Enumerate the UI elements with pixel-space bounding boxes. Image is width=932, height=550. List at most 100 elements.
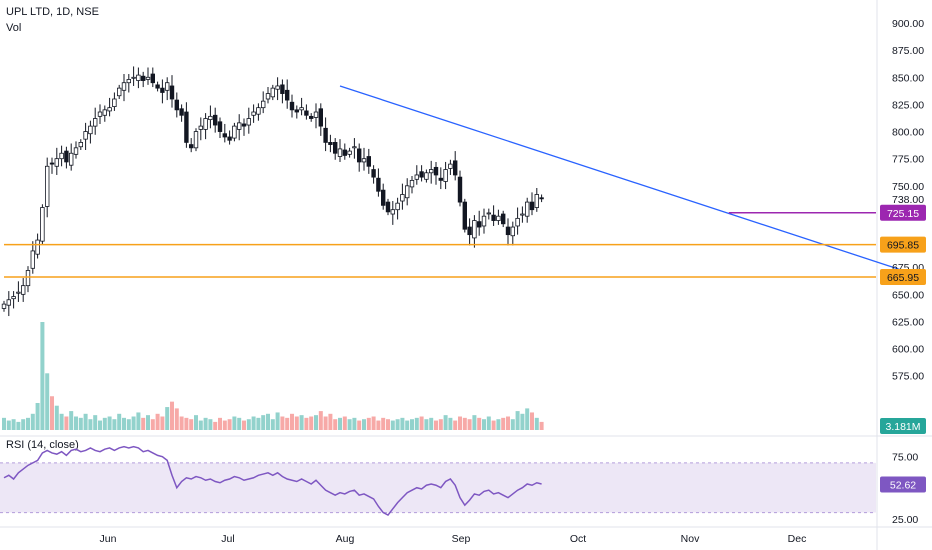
candle-body [409, 179, 415, 188]
volume-bar [290, 413, 294, 430]
volume-bar [222, 420, 227, 430]
candle-body [529, 201, 535, 211]
volume-bar [141, 417, 146, 430]
candle-body [400, 194, 405, 202]
candle-body [428, 169, 434, 174]
candle-body [481, 215, 487, 227]
volume-bar [424, 419, 429, 430]
volume-bar [294, 416, 299, 430]
candle-body [145, 76, 151, 80]
candle-body [16, 291, 21, 294]
volume-bar [515, 411, 520, 430]
rsi-tick-label: 75.00 [892, 452, 918, 464]
resistance-price-badge [880, 204, 926, 221]
candle-body [404, 185, 410, 199]
candle-body [419, 171, 424, 178]
time-tick-label: Jul [221, 533, 234, 545]
candle-body [1, 303, 7, 309]
candle-body [534, 194, 539, 208]
price-tick-label: 650.00 [892, 289, 924, 301]
volume-bar [266, 413, 270, 430]
candle-body [241, 123, 247, 127]
volume-bar [333, 419, 338, 430]
volume-bar [472, 415, 477, 430]
volume-bar [232, 416, 237, 430]
volume-bar [40, 322, 45, 430]
volume-bar [482, 419, 486, 430]
candle-body [93, 118, 98, 127]
volume-bar [366, 417, 371, 430]
volume-bar [218, 417, 222, 430]
support-price-badge-text: 665.95 [887, 272, 919, 284]
volume-bar [410, 419, 414, 430]
candle-body [328, 142, 333, 145]
candle-body [525, 201, 530, 217]
volume-bar [74, 416, 78, 430]
rsi-value-badge [880, 476, 926, 493]
candle-body [193, 131, 199, 149]
price-tick-label: 750.00 [892, 181, 924, 193]
volume-bar [496, 419, 501, 430]
volume-bar [117, 413, 122, 430]
volume-bar [136, 412, 141, 430]
support-price-badge-text: 695.85 [887, 240, 919, 252]
candle-body [347, 150, 352, 155]
candle-body [284, 89, 290, 101]
volume-bar [237, 417, 242, 430]
volume-bar [78, 417, 83, 430]
candle-body [452, 160, 458, 176]
candle-body [188, 144, 194, 149]
volume-bar [530, 412, 534, 430]
candle-body [117, 87, 122, 97]
price-badges: 725.15 695.85 665.95 3.181M 52.62 [880, 204, 926, 493]
price-tick-label: 800.00 [892, 127, 924, 139]
volume-bar [386, 419, 390, 430]
drawings [4, 85, 917, 278]
rsi-label: RSI (14, close) [6, 439, 79, 451]
volume-bar [26, 417, 30, 430]
volume-bar [112, 419, 117, 430]
candle-body [73, 147, 79, 155]
candles [1, 66, 544, 317]
price-tick-label: 625.00 [892, 316, 924, 328]
candle-body [505, 226, 511, 236]
candle-body [112, 98, 117, 107]
volume-bar [194, 415, 198, 430]
volume-bar [453, 420, 458, 430]
candle-body [289, 101, 295, 111]
candle-body [294, 109, 299, 113]
volume-bar [323, 416, 328, 430]
volume-bar [165, 407, 170, 430]
candle-body [102, 109, 107, 116]
price-tick-label: 825.00 [892, 99, 924, 111]
volume-bar [539, 421, 544, 430]
time-tick-label: Dec [788, 533, 807, 545]
rsi-pane [0, 445, 876, 517]
candle-body [217, 121, 223, 132]
volume-bar [93, 415, 98, 430]
volume-bar [59, 413, 64, 430]
volume-bar [30, 413, 35, 430]
candle-body [83, 131, 88, 140]
candle-body [40, 207, 45, 242]
volume-bar [198, 420, 203, 430]
candle-body [515, 217, 520, 227]
candle-body [280, 84, 285, 94]
candle-body [246, 118, 251, 126]
candle-body [332, 142, 338, 154]
candle-body [160, 87, 165, 93]
chart-title: UPL LTD, 1D, NSE [6, 6, 99, 18]
candle-body [313, 111, 319, 118]
volume-bar [318, 411, 323, 430]
candle-body [121, 82, 127, 91]
candle-body [352, 146, 357, 149]
candle-body [150, 73, 155, 84]
volume-bar [342, 416, 347, 430]
volume-bar [275, 412, 280, 430]
candle-body [371, 169, 376, 178]
candle-body [275, 85, 280, 90]
candle-body [500, 213, 506, 225]
volume-bar [448, 417, 453, 430]
